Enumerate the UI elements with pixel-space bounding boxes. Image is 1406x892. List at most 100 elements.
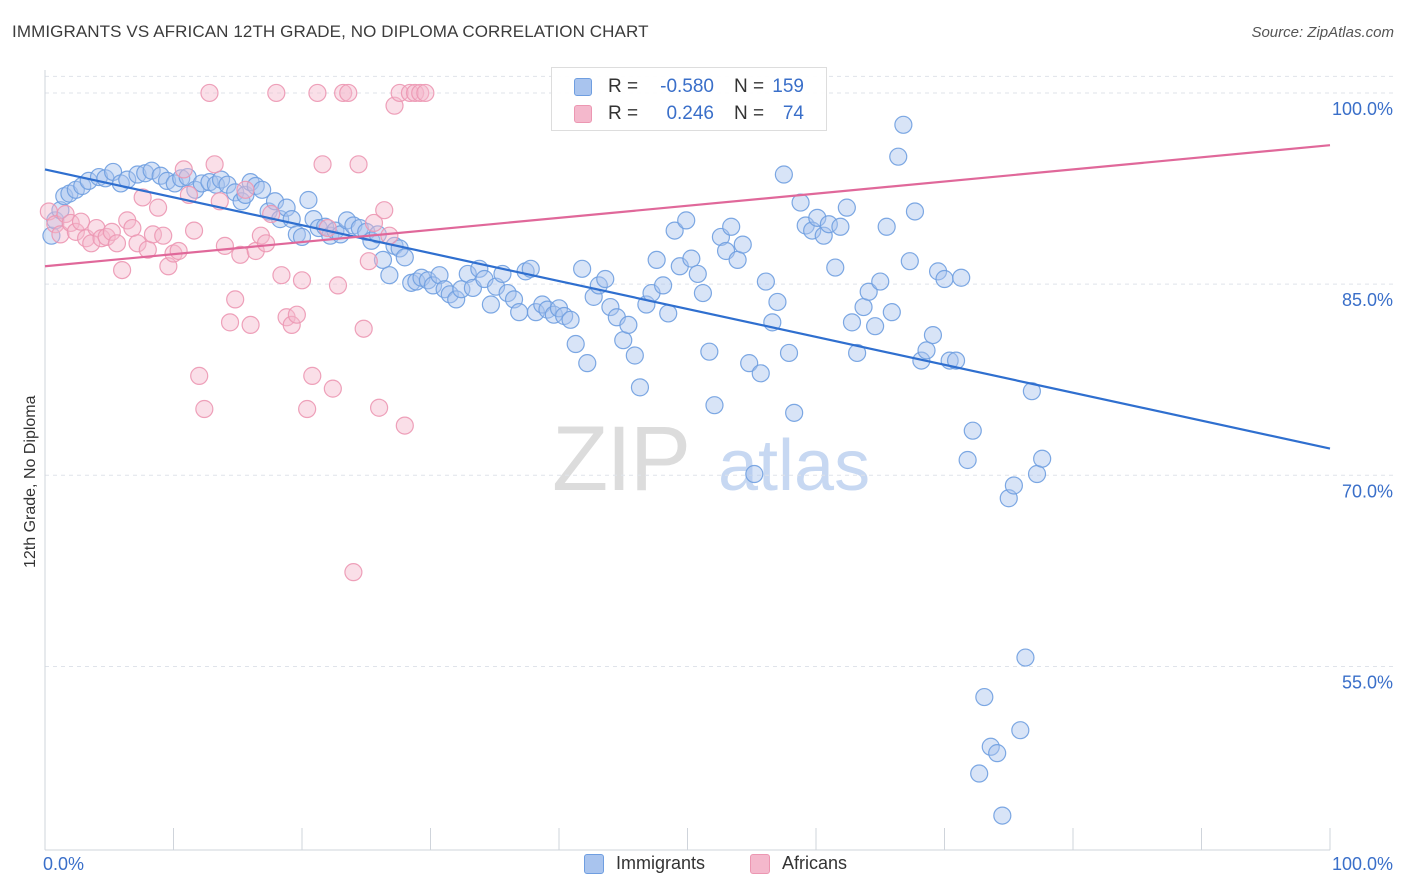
africans-point (102, 222, 121, 241)
africans-point (51, 225, 70, 244)
immigrants-point (779, 343, 799, 363)
immigrants-point (831, 217, 850, 236)
immigrants-point (510, 303, 529, 322)
immigrants-point (963, 421, 982, 440)
immigrants-point (1004, 476, 1023, 495)
immigrants-point (1016, 648, 1035, 667)
africans-point (411, 83, 430, 103)
watermark: ZIP atlas (552, 408, 870, 510)
immigrants-point (373, 250, 393, 270)
africans-point (112, 260, 132, 280)
immigrants-points (42, 115, 1052, 825)
africans-point (328, 276, 348, 295)
africans-point (303, 366, 322, 385)
immigrants-point (630, 378, 650, 397)
immigrants-point (418, 271, 438, 290)
immigrants-point (728, 250, 747, 270)
legend-n-label: N = (734, 76, 765, 97)
immigrants-point (842, 313, 862, 332)
africans-point (282, 315, 301, 335)
africans-point (400, 83, 420, 103)
africans-point (241, 315, 260, 335)
y-tick-label: 100.0% (1332, 99, 1393, 119)
immigrants-point (808, 208, 827, 227)
africans-point (308, 83, 327, 103)
legend-n-label: N = (734, 103, 765, 124)
immigrants-point (866, 317, 885, 336)
immigrants-point (894, 115, 913, 134)
immigrants-point (1027, 464, 1047, 484)
immigrants-point (745, 464, 764, 484)
africans-point (154, 226, 173, 245)
africans-point (318, 218, 337, 238)
africans-point (133, 188, 152, 207)
africans-point (66, 222, 85, 241)
immigrants-point (1011, 721, 1030, 740)
africans-point (97, 227, 116, 247)
africans-point (148, 198, 168, 217)
immigrants-point (614, 331, 633, 350)
y-tick-label: 70.0% (1342, 481, 1393, 501)
immigrants-point (128, 165, 147, 184)
immigrants-point (596, 269, 615, 289)
immigrants-point (837, 198, 856, 217)
africans-point (344, 563, 363, 582)
immigrants-point (826, 258, 845, 277)
africans-point (370, 398, 389, 417)
africans-point (405, 83, 425, 103)
immigrants-point (814, 226, 833, 245)
immigrants-point (619, 315, 638, 335)
immigrants-point (988, 744, 1007, 763)
africans-point (298, 399, 317, 419)
legend-n-value: 159 (772, 76, 804, 97)
legend-label-africans: Africans (782, 853, 848, 873)
immigrants-point (192, 174, 211, 193)
africans-point (395, 416, 414, 435)
source-label: Source: ZipAtlas.com (1251, 24, 1394, 41)
africans-point (128, 234, 147, 253)
africans-point (390, 83, 409, 103)
immigrants-point (859, 282, 878, 301)
immigrants-point (1033, 449, 1052, 468)
legend-n-value: 74 (782, 103, 804, 124)
africans-point (190, 366, 209, 385)
legend-row-immigrants: R = -0.580 N = 159 (552, 74, 826, 102)
immigrants-point (380, 266, 399, 285)
axes (44, 70, 1331, 851)
immigrants-point (946, 351, 966, 370)
immigrants-point (677, 211, 696, 230)
africans-point (380, 226, 399, 245)
africans-point (364, 213, 384, 233)
africans-point (267, 83, 286, 103)
immigrants-point (993, 806, 1012, 825)
immigrants-point (299, 190, 318, 210)
immigrants-point (819, 215, 838, 234)
immigrants-point (900, 252, 919, 271)
gridlines (45, 75, 1393, 667)
legend-r-label: R = (608, 103, 639, 124)
immigrants-point (601, 297, 620, 317)
immigrants-point (55, 187, 74, 206)
immigrants-point (854, 297, 873, 317)
immigrants-point (751, 364, 770, 383)
africans-point (359, 252, 378, 271)
x-tick-label-end: 100.0% (1332, 854, 1393, 874)
immigrants-point (693, 283, 713, 303)
immigrants-point (740, 354, 759, 373)
correlation-legend: R = -0.580 N = 159 R = 0.246 N = 74 (551, 67, 827, 131)
immigrants-point (647, 250, 666, 270)
trend-lines (44, 144, 1331, 450)
immigrants-point (142, 161, 161, 180)
africans-point (292, 271, 312, 290)
immigrants-point (935, 269, 954, 289)
legend-label-immigrants: Immigrants (616, 853, 706, 873)
immigrants-point (733, 235, 752, 254)
immigrants-point (889, 147, 908, 166)
africans-point (107, 234, 127, 253)
immigrants-point (218, 175, 237, 194)
immigrants-point (46, 211, 65, 230)
immigrants-point (430, 266, 449, 285)
immigrants-point (682, 249, 701, 268)
x-tick-label-start: 0.0% (43, 854, 84, 874)
africans-point (236, 180, 255, 199)
